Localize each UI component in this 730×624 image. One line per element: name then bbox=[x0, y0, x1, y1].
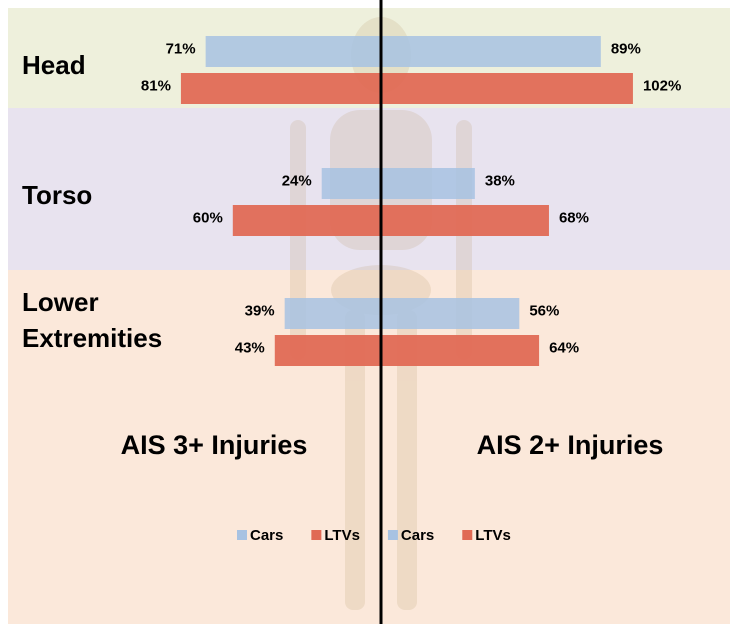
bar bbox=[322, 168, 381, 199]
data-label: 43% bbox=[235, 339, 265, 356]
data-label: 89% bbox=[611, 40, 641, 57]
legend-label: LTVs bbox=[475, 527, 511, 544]
legend-label: LTVs bbox=[324, 527, 360, 544]
legend-swatch bbox=[388, 530, 398, 540]
bar bbox=[285, 298, 381, 329]
bar bbox=[381, 73, 633, 104]
category-label: Lower Extremities bbox=[22, 284, 197, 356]
bar bbox=[181, 73, 381, 104]
category-label: Head bbox=[22, 47, 197, 83]
panel-title: AIS 3+ Injuries bbox=[121, 430, 308, 460]
bar bbox=[275, 335, 381, 366]
bar bbox=[381, 335, 539, 366]
legend-swatch bbox=[462, 530, 472, 540]
bar bbox=[381, 168, 475, 199]
bar bbox=[381, 205, 549, 236]
legend-swatch bbox=[237, 530, 247, 540]
data-label: 102% bbox=[643, 77, 681, 94]
data-label: 60% bbox=[193, 209, 223, 226]
panel-title: AIS 2+ Injuries bbox=[477, 430, 664, 460]
bar bbox=[206, 36, 381, 67]
legend-label: Cars bbox=[250, 527, 283, 544]
bar bbox=[381, 36, 601, 67]
category-label: Torso bbox=[22, 177, 197, 213]
data-label: 68% bbox=[559, 209, 589, 226]
data-label: 56% bbox=[529, 302, 559, 319]
bar bbox=[381, 298, 519, 329]
legend-swatch bbox=[311, 530, 321, 540]
data-label: 64% bbox=[549, 339, 579, 356]
data-label: 39% bbox=[245, 302, 275, 319]
chart: 71%24%39%81%60%43%AIS 3+ Injuries89%38%5… bbox=[0, 0, 730, 624]
data-label: 24% bbox=[282, 172, 312, 189]
bar bbox=[233, 205, 381, 236]
legend-label: Cars bbox=[401, 527, 434, 544]
data-label: 38% bbox=[485, 172, 515, 189]
